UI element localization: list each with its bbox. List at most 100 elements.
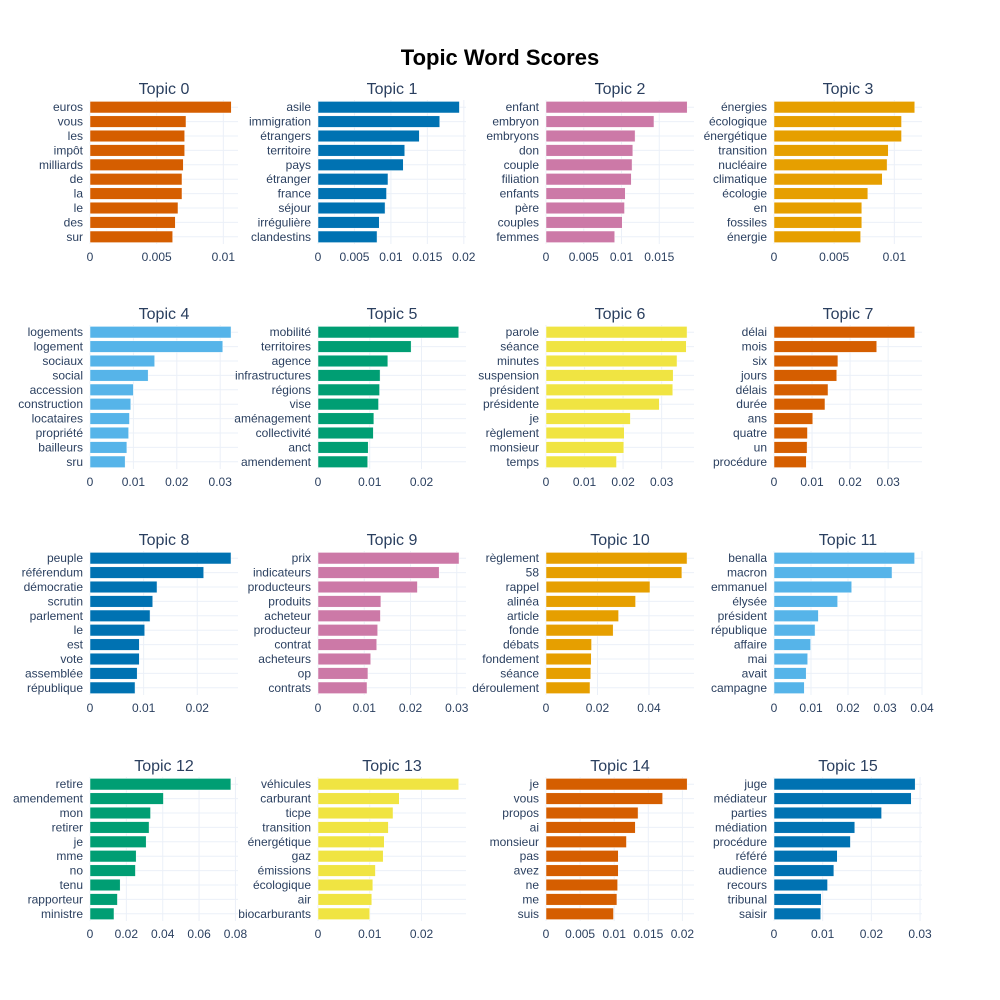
bar-enfants [545, 187, 626, 200]
x-tick-label: 0.02 [611, 475, 635, 489]
category-label: rapporteur [28, 892, 83, 906]
bar-benalla [773, 552, 915, 565]
bar-pays [317, 158, 404, 171]
category-label: air [298, 892, 311, 906]
bar-tribunal [773, 893, 822, 906]
category-label: biocarburants [238, 907, 311, 921]
bar-référendum [89, 566, 204, 579]
category-label: amendement [13, 792, 84, 806]
bar-le [89, 624, 145, 637]
bar-démocratie [89, 580, 158, 594]
bar-ai [545, 821, 636, 834]
category-label: séance [500, 340, 539, 354]
bar-affaire [773, 638, 811, 651]
bar-avez [545, 864, 619, 877]
subplot-topic-14: Topic 14 jevousproposaimonsieurpasaveznem… [490, 758, 695, 941]
subplot-title: Topic 3 [823, 81, 874, 98]
category-label: sru [66, 455, 83, 469]
x-tick-label: 0 [315, 927, 322, 941]
x-tick-label: 0.015 [412, 250, 442, 264]
subplot-topic-0: Topic 0 eurosvouslesimpôtmilliardsdelaled… [39, 81, 238, 264]
x-tick-label: 0 [315, 701, 322, 715]
x-tick-label: 0 [543, 701, 550, 715]
category-label: social [52, 368, 83, 382]
category-label: irrégulière [258, 215, 312, 229]
bar-contrat [317, 638, 377, 651]
category-label: énergétique [248, 835, 312, 849]
x-tick-label: 0 [87, 701, 94, 715]
category-label: écologique [709, 115, 767, 129]
subplot-title: Topic 6 [595, 306, 646, 323]
category-label: producteur [254, 623, 311, 637]
category-label: producteurs [248, 580, 311, 594]
x-tick-label: 0.01 [122, 475, 146, 489]
category-label: contrat [274, 638, 311, 652]
bar-débats [545, 638, 592, 651]
x-tick-label: 0.01 [883, 250, 907, 264]
category-label: sociaux [42, 354, 83, 368]
category-label: médiateur [714, 792, 767, 806]
category-label: benalla [728, 551, 767, 565]
bar-règlement [545, 426, 625, 440]
x-tick-label: 0.01 [353, 701, 377, 715]
x-tick-label: 0.02 [186, 701, 210, 715]
bar-sur [89, 230, 173, 243]
bar-audience [773, 864, 835, 877]
category-label: recours [727, 878, 767, 892]
bar-véhicules [317, 778, 460, 791]
category-label: énergie [727, 230, 767, 244]
bar-écologique [773, 115, 902, 128]
bar-procédure [773, 835, 851, 848]
x-tick-label: 0.02 [399, 701, 423, 715]
category-label: je [73, 835, 84, 849]
x-tick-label: 0.03 [209, 475, 233, 489]
subplot-title: Topic 4 [139, 306, 190, 323]
x-tick-label: 0 [771, 701, 778, 715]
category-label: démocratie [24, 580, 84, 594]
x-tick-label: 0.03 [908, 927, 932, 941]
category-label: embryons [486, 129, 539, 143]
x-tick-label: 0.03 [876, 475, 900, 489]
category-label: président [718, 609, 768, 623]
category-label: présidente [483, 397, 539, 411]
category-label: république [711, 623, 767, 637]
category-label: durée [736, 397, 767, 411]
x-tick-label: 0 [543, 927, 550, 941]
x-tick-label: 0.02 [838, 475, 862, 489]
category-label: embryon [492, 115, 539, 129]
category-label: séjour [278, 201, 311, 215]
bar-collectivité [317, 426, 374, 440]
bar-durée [773, 398, 826, 411]
x-tick-label: 0.01 [811, 927, 835, 941]
x-tick-label: 0.01 [603, 927, 627, 941]
category-label: audience [718, 864, 767, 878]
category-label: mon [60, 806, 83, 820]
subplot-topic-10: Topic 10règlement58rappelalinéaarticlefo… [472, 532, 694, 715]
category-label: un [754, 440, 767, 454]
category-label: tenu [60, 878, 83, 892]
bar-campagne [773, 681, 805, 694]
category-label: article [507, 609, 539, 623]
category-label: quatre [733, 426, 767, 440]
category-label: juge [743, 777, 767, 791]
bar-territoires [317, 340, 412, 353]
x-tick-label: 0.04 [910, 701, 934, 715]
bar-régions [317, 383, 380, 396]
category-label: couple [504, 158, 540, 172]
category-label: filiation [502, 172, 539, 186]
category-label: parole [506, 325, 540, 339]
x-tick-label: 0.02 [452, 250, 476, 264]
bar-vous [89, 115, 187, 128]
subplot-topic-6: Topic 6paroleséanceminutessuspensionprés… [478, 306, 694, 489]
bar-énergétique [317, 835, 385, 848]
category-label: minutes [497, 354, 539, 368]
category-label: monsieur [490, 440, 539, 454]
bar-accession [89, 383, 134, 396]
bar-carburant [317, 792, 400, 805]
category-label: agence [272, 354, 312, 368]
bar-énergétique [773, 129, 902, 143]
category-label: règlement [486, 551, 540, 565]
category-label: op [298, 666, 312, 680]
bar-un [773, 441, 808, 454]
category-label: contrats [268, 681, 311, 695]
